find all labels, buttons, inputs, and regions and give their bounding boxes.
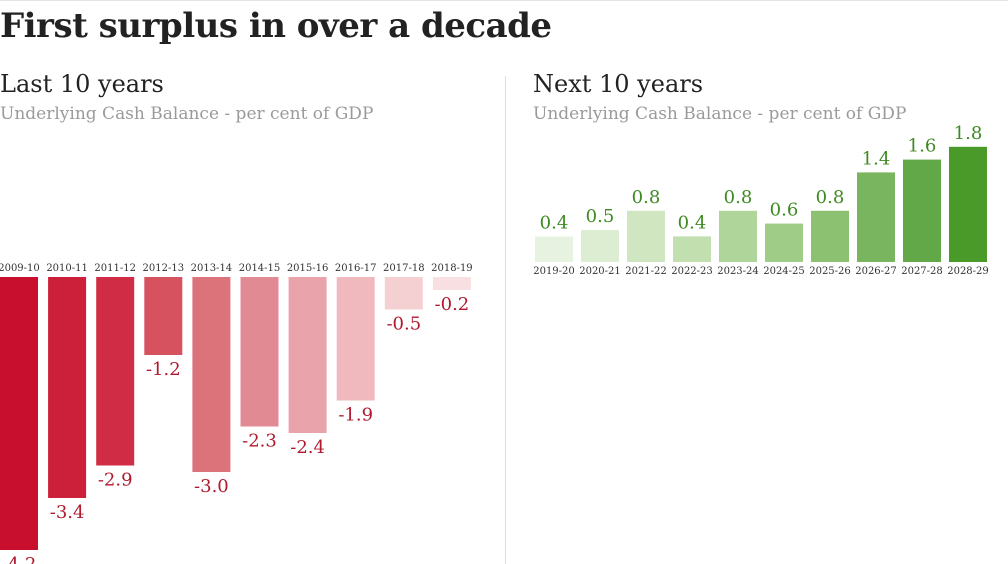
right-panel-subtitle: Underlying Cash Balance - per cent of GD… — [533, 104, 907, 124]
left-panel-title: Last 10 years — [0, 70, 164, 98]
right-category-label: 2020-21 — [579, 266, 621, 277]
right-value-label: 0.6 — [770, 200, 799, 221]
left-value-label: -1.9 — [338, 405, 373, 426]
left-category-label: 2017-18 — [383, 263, 425, 274]
right-value-label: 0.8 — [632, 187, 661, 208]
right-bar-2020-21 — [581, 230, 619, 262]
left-bar-2016-17 — [336, 277, 375, 401]
left-bar-2015-16 — [288, 277, 327, 433]
left-bar-2012-13 — [144, 277, 183, 355]
left-value-label: -4.2 — [2, 554, 37, 564]
right-category-label: 2027-28 — [901, 266, 943, 277]
right-bar-2022-23 — [673, 236, 711, 262]
left-bar-2011-12 — [96, 277, 135, 466]
left-bar-2009-10 — [0, 277, 38, 550]
left-bar-2013-14 — [192, 277, 231, 472]
left-bar-2010-11 — [48, 277, 87, 498]
right-value-label: 1.4 — [862, 148, 891, 169]
right-value-label: 0.8 — [724, 187, 753, 208]
right-value-label: 0.4 — [540, 212, 569, 233]
left-value-label: -1.2 — [146, 359, 181, 380]
right-bar-2028-29 — [949, 146, 987, 262]
left-category-label: 2012-13 — [143, 263, 185, 274]
right-panel-title: Next 10 years — [533, 70, 704, 98]
left-category-label: 2018-19 — [431, 263, 473, 274]
right-bar-2027-28 — [903, 159, 941, 262]
right-category-label: 2026-27 — [855, 266, 897, 277]
right-value-label: 0.8 — [816, 187, 845, 208]
top-rule — [0, 0, 1008, 1]
left-value-label: -2.3 — [242, 431, 277, 452]
right-bar-2024-25 — [765, 223, 803, 262]
right-bar-2025-26 — [811, 210, 849, 262]
left-value-label: -2.9 — [98, 470, 133, 491]
right-value-label: 1.8 — [954, 123, 983, 144]
right-value-label: 1.6 — [908, 136, 937, 157]
right-value-label: 0.5 — [586, 206, 615, 227]
left-bar-2018-19 — [432, 277, 471, 290]
left-value-label: -2.4 — [290, 437, 325, 458]
right-bar-2019-20 — [535, 236, 573, 262]
left-category-label: 2014-15 — [239, 263, 281, 274]
right-bar-2026-27 — [857, 172, 895, 262]
left-panel-subtitle: Underlying Cash Balance - per cent of GD… — [0, 104, 374, 124]
right-category-label: 2021-22 — [625, 266, 667, 277]
right-value-label: 0.4 — [678, 212, 707, 233]
left-value-label: -3.0 — [194, 476, 229, 497]
panel-divider — [505, 76, 506, 564]
left-category-label: 2013-14 — [191, 263, 233, 274]
right-category-label: 2025-26 — [809, 266, 851, 277]
left-bar-2017-18 — [384, 277, 423, 310]
left-value-label: -0.5 — [386, 314, 421, 335]
right-bar-2023-24 — [719, 210, 757, 262]
left-category-label: 2016-17 — [335, 263, 377, 274]
right-category-label: 2023-24 — [717, 266, 759, 277]
right-category-label: 2022-23 — [671, 266, 713, 277]
left-value-label: -0.2 — [435, 294, 470, 315]
left-category-label: 2015-16 — [287, 263, 329, 274]
right-bar-2021-22 — [627, 210, 665, 262]
right-category-label: 2019-20 — [533, 266, 575, 277]
left-bar-2014-15 — [240, 277, 279, 427]
page-title: First surplus in over a decade — [0, 6, 552, 46]
left-category-label: 2011-12 — [94, 263, 136, 274]
right-category-label: 2028-29 — [947, 266, 989, 277]
right-category-label: 2024-25 — [763, 266, 805, 277]
left-value-label: -3.4 — [50, 502, 85, 523]
left-category-label: 2010-11 — [46, 263, 88, 274]
left-category-label: 2009-10 — [0, 263, 40, 274]
